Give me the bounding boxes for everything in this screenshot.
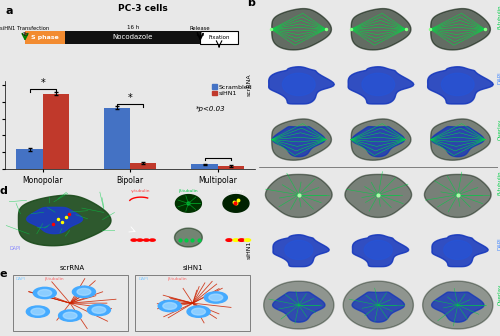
Text: d: d bbox=[0, 186, 8, 196]
Text: 4h: 4h bbox=[22, 32, 29, 37]
Text: a: a bbox=[5, 6, 12, 16]
Text: PC-3 cells: PC-3 cells bbox=[118, 4, 168, 13]
Text: Nocodazole: Nocodazole bbox=[112, 34, 153, 40]
Text: b: b bbox=[247, 0, 255, 8]
Text: Overlay: Overlay bbox=[498, 118, 500, 139]
Text: siHN1 Transfection: siHN1 Transfection bbox=[0, 26, 50, 31]
Bar bbox=[104, 108, 130, 169]
Text: Fixation: Fixation bbox=[208, 35, 230, 40]
Text: Overlay: Overlay bbox=[498, 284, 500, 305]
Bar bbox=[130, 163, 156, 169]
Bar bbox=[25, 31, 65, 44]
Legend: Scrambled, siHN1: Scrambled, siHN1 bbox=[212, 84, 252, 96]
Bar bbox=[218, 166, 244, 169]
Text: scrRNA: scrRNA bbox=[60, 265, 85, 271]
Text: 1 h: 1 h bbox=[196, 32, 204, 37]
Text: DAPI: DAPI bbox=[498, 237, 500, 250]
Text: siHN1: siHN1 bbox=[247, 241, 252, 259]
Bar bbox=[192, 164, 218, 169]
Text: β-tubulin: β-tubulin bbox=[498, 5, 500, 29]
Text: Release: Release bbox=[190, 26, 210, 31]
Bar bbox=[42, 93, 69, 169]
Text: DAPI: DAPI bbox=[498, 72, 500, 84]
Text: *p<0.03: *p<0.03 bbox=[196, 106, 226, 112]
Bar bbox=[16, 150, 42, 169]
Text: S phase: S phase bbox=[31, 35, 59, 40]
Text: *: * bbox=[40, 78, 45, 88]
Text: *: * bbox=[128, 93, 132, 103]
Text: 16 h: 16 h bbox=[126, 25, 139, 30]
Text: scrRNA: scrRNA bbox=[247, 73, 252, 96]
Text: siHN1: siHN1 bbox=[182, 265, 203, 271]
Text: β-tubulin: β-tubulin bbox=[498, 170, 500, 195]
Bar bbox=[65, 31, 200, 44]
Bar bbox=[200, 31, 238, 44]
Text: e: e bbox=[0, 269, 8, 280]
